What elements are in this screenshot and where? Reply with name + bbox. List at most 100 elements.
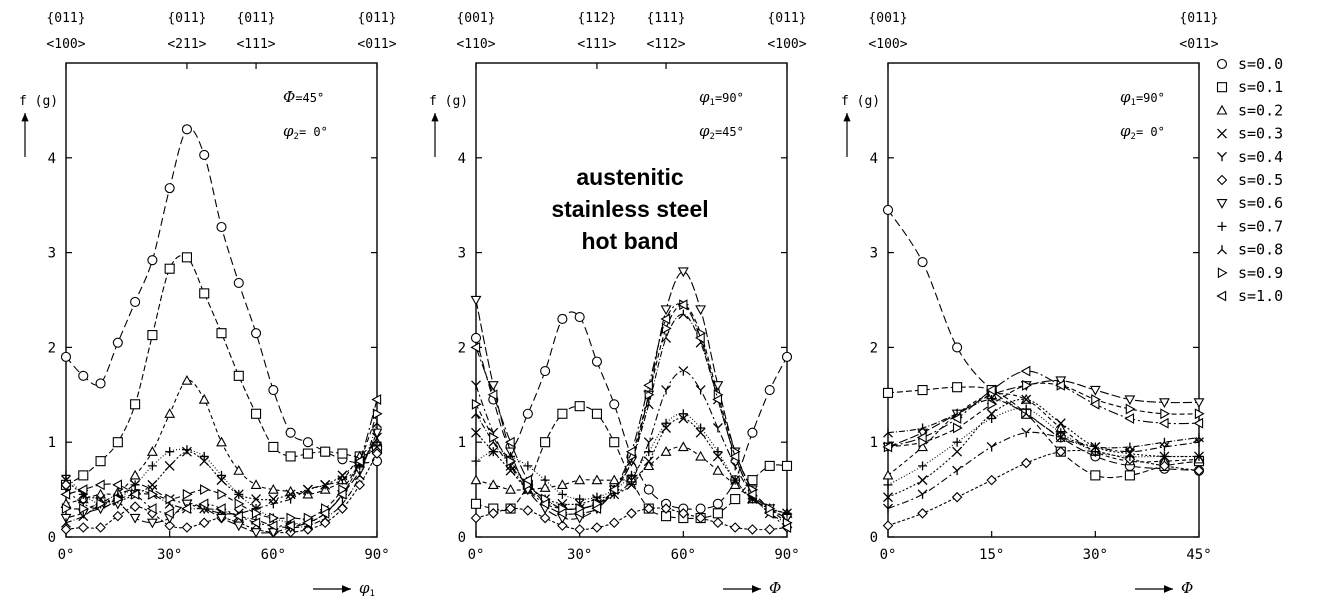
data-point — [505, 483, 516, 494]
data-point — [129, 469, 141, 480]
data-point — [471, 398, 482, 410]
data-point — [79, 503, 89, 514]
data-point — [986, 474, 997, 486]
data-point — [643, 437, 654, 447]
data-point — [146, 446, 158, 456]
data-point — [1055, 379, 1065, 391]
series-s=0.3 — [883, 394, 1204, 503]
data-point — [540, 366, 551, 377]
data-point — [539, 512, 551, 524]
series-s=0.5 — [882, 446, 1205, 531]
data-point — [217, 470, 226, 480]
legend-entry: s=0.7 — [1217, 217, 1283, 235]
data-point — [1090, 447, 1100, 457]
data-point — [61, 475, 71, 486]
legend-label: s=0.5 — [1238, 171, 1283, 189]
legend-entry: s=0.9 — [1217, 264, 1283, 282]
legend-label: s=0.3 — [1238, 125, 1283, 143]
data-point — [609, 399, 620, 410]
y-axis-label: f (g) — [429, 94, 468, 109]
series-s=0.5 — [470, 503, 793, 535]
data-point — [164, 408, 176, 418]
data-point — [1194, 451, 1204, 461]
data-point — [678, 366, 689, 376]
data-point — [1158, 417, 1169, 429]
data-point — [781, 460, 793, 471]
y-axis-label: f (g) — [841, 94, 880, 109]
series-line — [887, 431, 1200, 510]
orientation-direction-label: <011> — [357, 37, 396, 52]
orientation-direction-label: <100> — [868, 37, 907, 52]
legend-entry: s=0.6 — [1216, 194, 1283, 212]
data-point — [882, 441, 893, 453]
series-line — [887, 449, 1200, 527]
data-point — [557, 489, 567, 499]
legend-label: s=0.4 — [1238, 148, 1283, 166]
data-point — [487, 381, 499, 391]
data-point — [302, 484, 313, 495]
data-point — [882, 520, 894, 531]
data-point — [730, 475, 740, 485]
data-point — [165, 493, 176, 505]
data-point — [540, 475, 550, 485]
data-point — [302, 448, 313, 459]
series-s=0.2 — [882, 389, 1205, 480]
series-s=0.0 — [60, 124, 383, 469]
data-point — [575, 494, 585, 504]
data-point — [181, 522, 193, 533]
data-point — [337, 499, 348, 509]
data-point — [522, 505, 534, 516]
legend-marker-circle — [1216, 58, 1228, 70]
data-point — [165, 447, 175, 457]
data-point — [608, 474, 620, 485]
data-point — [1090, 470, 1101, 481]
x-tick-label: 90° — [364, 547, 389, 563]
y-tick-label: 4 — [458, 151, 466, 167]
legend: s=0.0 s=0.1 s=0.2 s=0.3 s=0.4 s=0.5 s=0.6 s=0.7… — [1216, 55, 1283, 305]
data-point — [557, 313, 568, 325]
y-tick-label: 3 — [870, 246, 878, 262]
orientation-direction-label: <100> — [46, 37, 85, 52]
data-point — [951, 491, 963, 503]
data-point — [130, 399, 141, 410]
data-point — [233, 277, 244, 288]
data-point — [506, 455, 517, 467]
legend-label: s=0.7 — [1238, 217, 1283, 235]
data-point — [661, 333, 672, 343]
data-point — [764, 460, 775, 471]
legend-entry: s=0.8 — [1217, 241, 1283, 259]
data-point — [747, 524, 758, 535]
data-point — [1194, 408, 1205, 420]
data-point — [164, 520, 175, 531]
x-axis-symbol: φ1 — [359, 579, 375, 599]
annotation-line: stainless steel — [551, 196, 708, 222]
data-point — [250, 517, 261, 529]
data-point — [129, 501, 141, 512]
data-point — [574, 524, 585, 535]
data-point — [251, 328, 262, 339]
data-point — [917, 508, 928, 519]
data-point — [112, 510, 124, 522]
orientation-plane-label: {011} — [1179, 11, 1218, 26]
data-point — [986, 384, 996, 396]
x-tick-label: 30° — [157, 547, 182, 563]
legend-label: s=0.6 — [1238, 194, 1283, 212]
data-point — [354, 479, 365, 491]
data-point — [1124, 413, 1135, 424]
data-point — [130, 296, 141, 307]
chart-panel-3: 0 1 2 3 4 0° 15° 30° 45° {001} <100> {011} <011> f (g… — [841, 11, 1219, 597]
data-point — [882, 469, 894, 480]
data-point — [251, 507, 262, 519]
chart-panel-1: 0 1 2 3 4 0° 30° 60° 90° {011} <100> {011} <211> {011… — [19, 11, 397, 599]
data-point — [112, 479, 122, 491]
data-point — [695, 503, 706, 514]
data-point — [1159, 460, 1170, 472]
data-point — [591, 356, 602, 367]
orientation-plane-label: {001} — [456, 11, 495, 26]
data-point — [539, 482, 551, 492]
data-point — [471, 380, 481, 390]
data-point — [591, 522, 603, 533]
data-point — [591, 474, 603, 485]
data-point — [608, 517, 620, 529]
